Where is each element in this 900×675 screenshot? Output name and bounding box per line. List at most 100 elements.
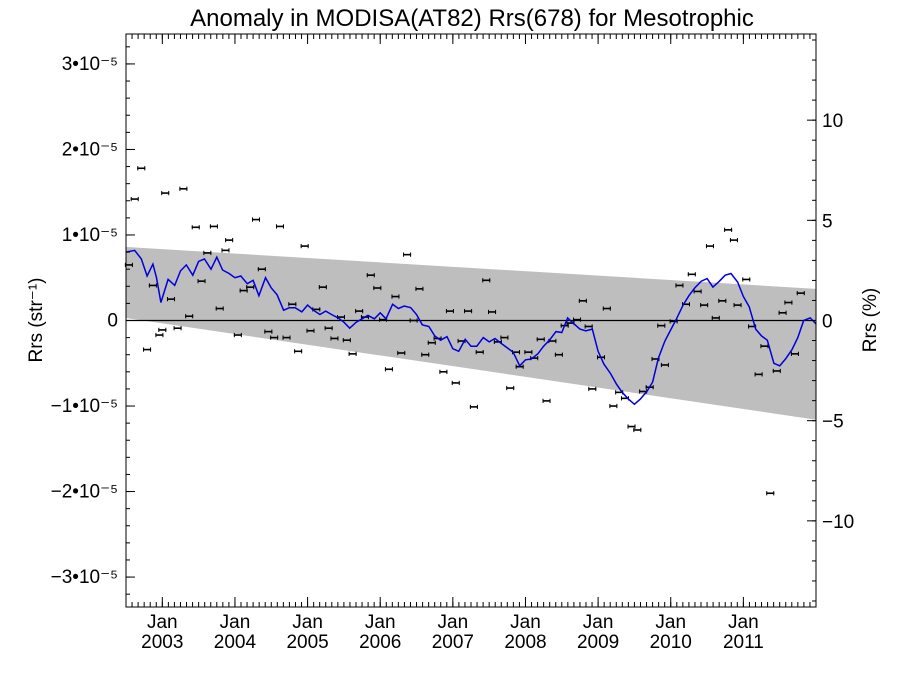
data-point bbox=[397, 350, 406, 356]
data-point bbox=[772, 368, 781, 374]
x-tick-year-label: 2011 bbox=[723, 632, 764, 653]
x-tick-year-label: 2009 bbox=[577, 632, 619, 653]
y-right-tick-label: 0 bbox=[822, 312, 833, 333]
data-point bbox=[348, 351, 357, 356]
data-point bbox=[742, 277, 751, 282]
confidence-band bbox=[126, 246, 816, 420]
data-point bbox=[427, 340, 436, 345]
data-point bbox=[790, 351, 799, 356]
data-point bbox=[252, 217, 261, 222]
data-point bbox=[288, 302, 297, 307]
data-point bbox=[602, 306, 611, 311]
x-tick-month-label: Jan bbox=[510, 612, 541, 633]
x-tick-month-label: Jan bbox=[292, 612, 323, 633]
data-point bbox=[705, 243, 714, 249]
data-point bbox=[778, 310, 787, 315]
data-point bbox=[724, 227, 733, 232]
data-point bbox=[282, 335, 291, 340]
y-tick-label: 2•10⁻⁵ bbox=[62, 139, 118, 160]
plot-area bbox=[124, 33, 817, 608]
data-point bbox=[179, 186, 188, 191]
data-point bbox=[669, 319, 678, 324]
data-point bbox=[173, 326, 182, 331]
data-point bbox=[143, 347, 152, 352]
data-point bbox=[718, 298, 727, 303]
data-point bbox=[318, 285, 327, 290]
y-right-tick-label: −5 bbox=[822, 412, 844, 433]
data-point bbox=[451, 380, 460, 386]
y-axis-left: 3•10⁻⁵ 2•10⁻⁵ 1•10⁻⁵ 0 −1•10⁻⁵ −2•10⁻⁵ −3•10⁻⁵ bbox=[51, 46, 135, 595]
data-point bbox=[464, 308, 473, 314]
data-point bbox=[275, 224, 284, 229]
x-tick-year-label: 2005 bbox=[286, 632, 328, 653]
y-tick-label: 3•10⁻⁵ bbox=[62, 54, 118, 75]
data-point bbox=[155, 332, 164, 338]
y-right-tick-label: −10 bbox=[822, 512, 854, 533]
data-point bbox=[445, 308, 454, 314]
data-point bbox=[475, 350, 484, 355]
data-point bbox=[415, 286, 424, 291]
x-axis: Jan2003Jan2004Jan2005Jan2006Jan2007Jan20… bbox=[125, 34, 817, 653]
data-point bbox=[409, 318, 418, 323]
x-tick-month-label: Jan bbox=[365, 612, 396, 633]
data-point bbox=[488, 309, 497, 315]
y-tick-label: −2•10⁻⁵ bbox=[51, 482, 118, 503]
x-tick-month-label: Jan bbox=[220, 612, 251, 633]
data-point bbox=[384, 367, 393, 372]
data-point bbox=[700, 302, 709, 308]
data-point bbox=[221, 248, 230, 253]
data-point bbox=[766, 491, 775, 496]
data-point bbox=[627, 424, 636, 429]
data-point bbox=[687, 272, 696, 277]
x-tick-year-label: 2003 bbox=[141, 632, 183, 653]
x-tick-month-label: Jan bbox=[147, 612, 178, 633]
data-point bbox=[257, 267, 266, 272]
x-tick-month-label: Jan bbox=[438, 612, 469, 633]
y-axis-right: 10 5 0 −5 −10 bbox=[807, 39, 854, 602]
data-point bbox=[373, 285, 382, 291]
data-point bbox=[633, 427, 642, 433]
data-point bbox=[264, 329, 273, 334]
chart-title: Anomaly in MODISA(AT82) Rrs(678) for Mes… bbox=[190, 5, 754, 32]
data-point bbox=[469, 404, 478, 410]
data-point bbox=[161, 190, 170, 196]
data-point bbox=[660, 362, 669, 368]
data-point bbox=[209, 224, 218, 229]
x-tick-year-label: 2007 bbox=[432, 632, 474, 653]
data-point bbox=[609, 403, 618, 409]
data-point bbox=[500, 335, 509, 340]
data-point bbox=[784, 300, 793, 305]
y-tick-label: −1•10⁻⁵ bbox=[51, 396, 118, 417]
data-point bbox=[733, 302, 742, 308]
data-point bbox=[225, 237, 234, 243]
data-point bbox=[536, 337, 545, 342]
y-tick-label: 0 bbox=[107, 311, 118, 332]
data-point bbox=[796, 290, 805, 296]
y-axis-right-label: Rrs (%) bbox=[860, 288, 881, 352]
x-tick-month-label: Jan bbox=[728, 612, 759, 633]
y-axis-left-label: Rrs (str⁻¹) bbox=[26, 278, 47, 363]
x-tick-month-label: Jan bbox=[583, 612, 614, 633]
data-point bbox=[300, 243, 309, 249]
x-tick-year-label: 2004 bbox=[214, 632, 257, 653]
data-point bbox=[754, 372, 763, 377]
data-point bbox=[306, 328, 315, 333]
data-point bbox=[711, 315, 720, 321]
data-point bbox=[148, 283, 157, 288]
smoothed-line bbox=[125, 249, 817, 406]
data-point bbox=[554, 352, 563, 357]
data-point bbox=[506, 385, 515, 391]
y-tick-label: 1•10⁻⁵ bbox=[62, 225, 118, 246]
data-point bbox=[573, 317, 582, 322]
data-point bbox=[675, 283, 684, 288]
data-point bbox=[197, 279, 206, 284]
data-point bbox=[233, 332, 242, 338]
data-point bbox=[657, 323, 666, 328]
data-point bbox=[294, 349, 303, 354]
data-point bbox=[158, 327, 167, 333]
data-point bbox=[270, 335, 279, 340]
data-point bbox=[366, 273, 375, 278]
data-point bbox=[403, 252, 412, 257]
data-point bbox=[130, 196, 139, 202]
